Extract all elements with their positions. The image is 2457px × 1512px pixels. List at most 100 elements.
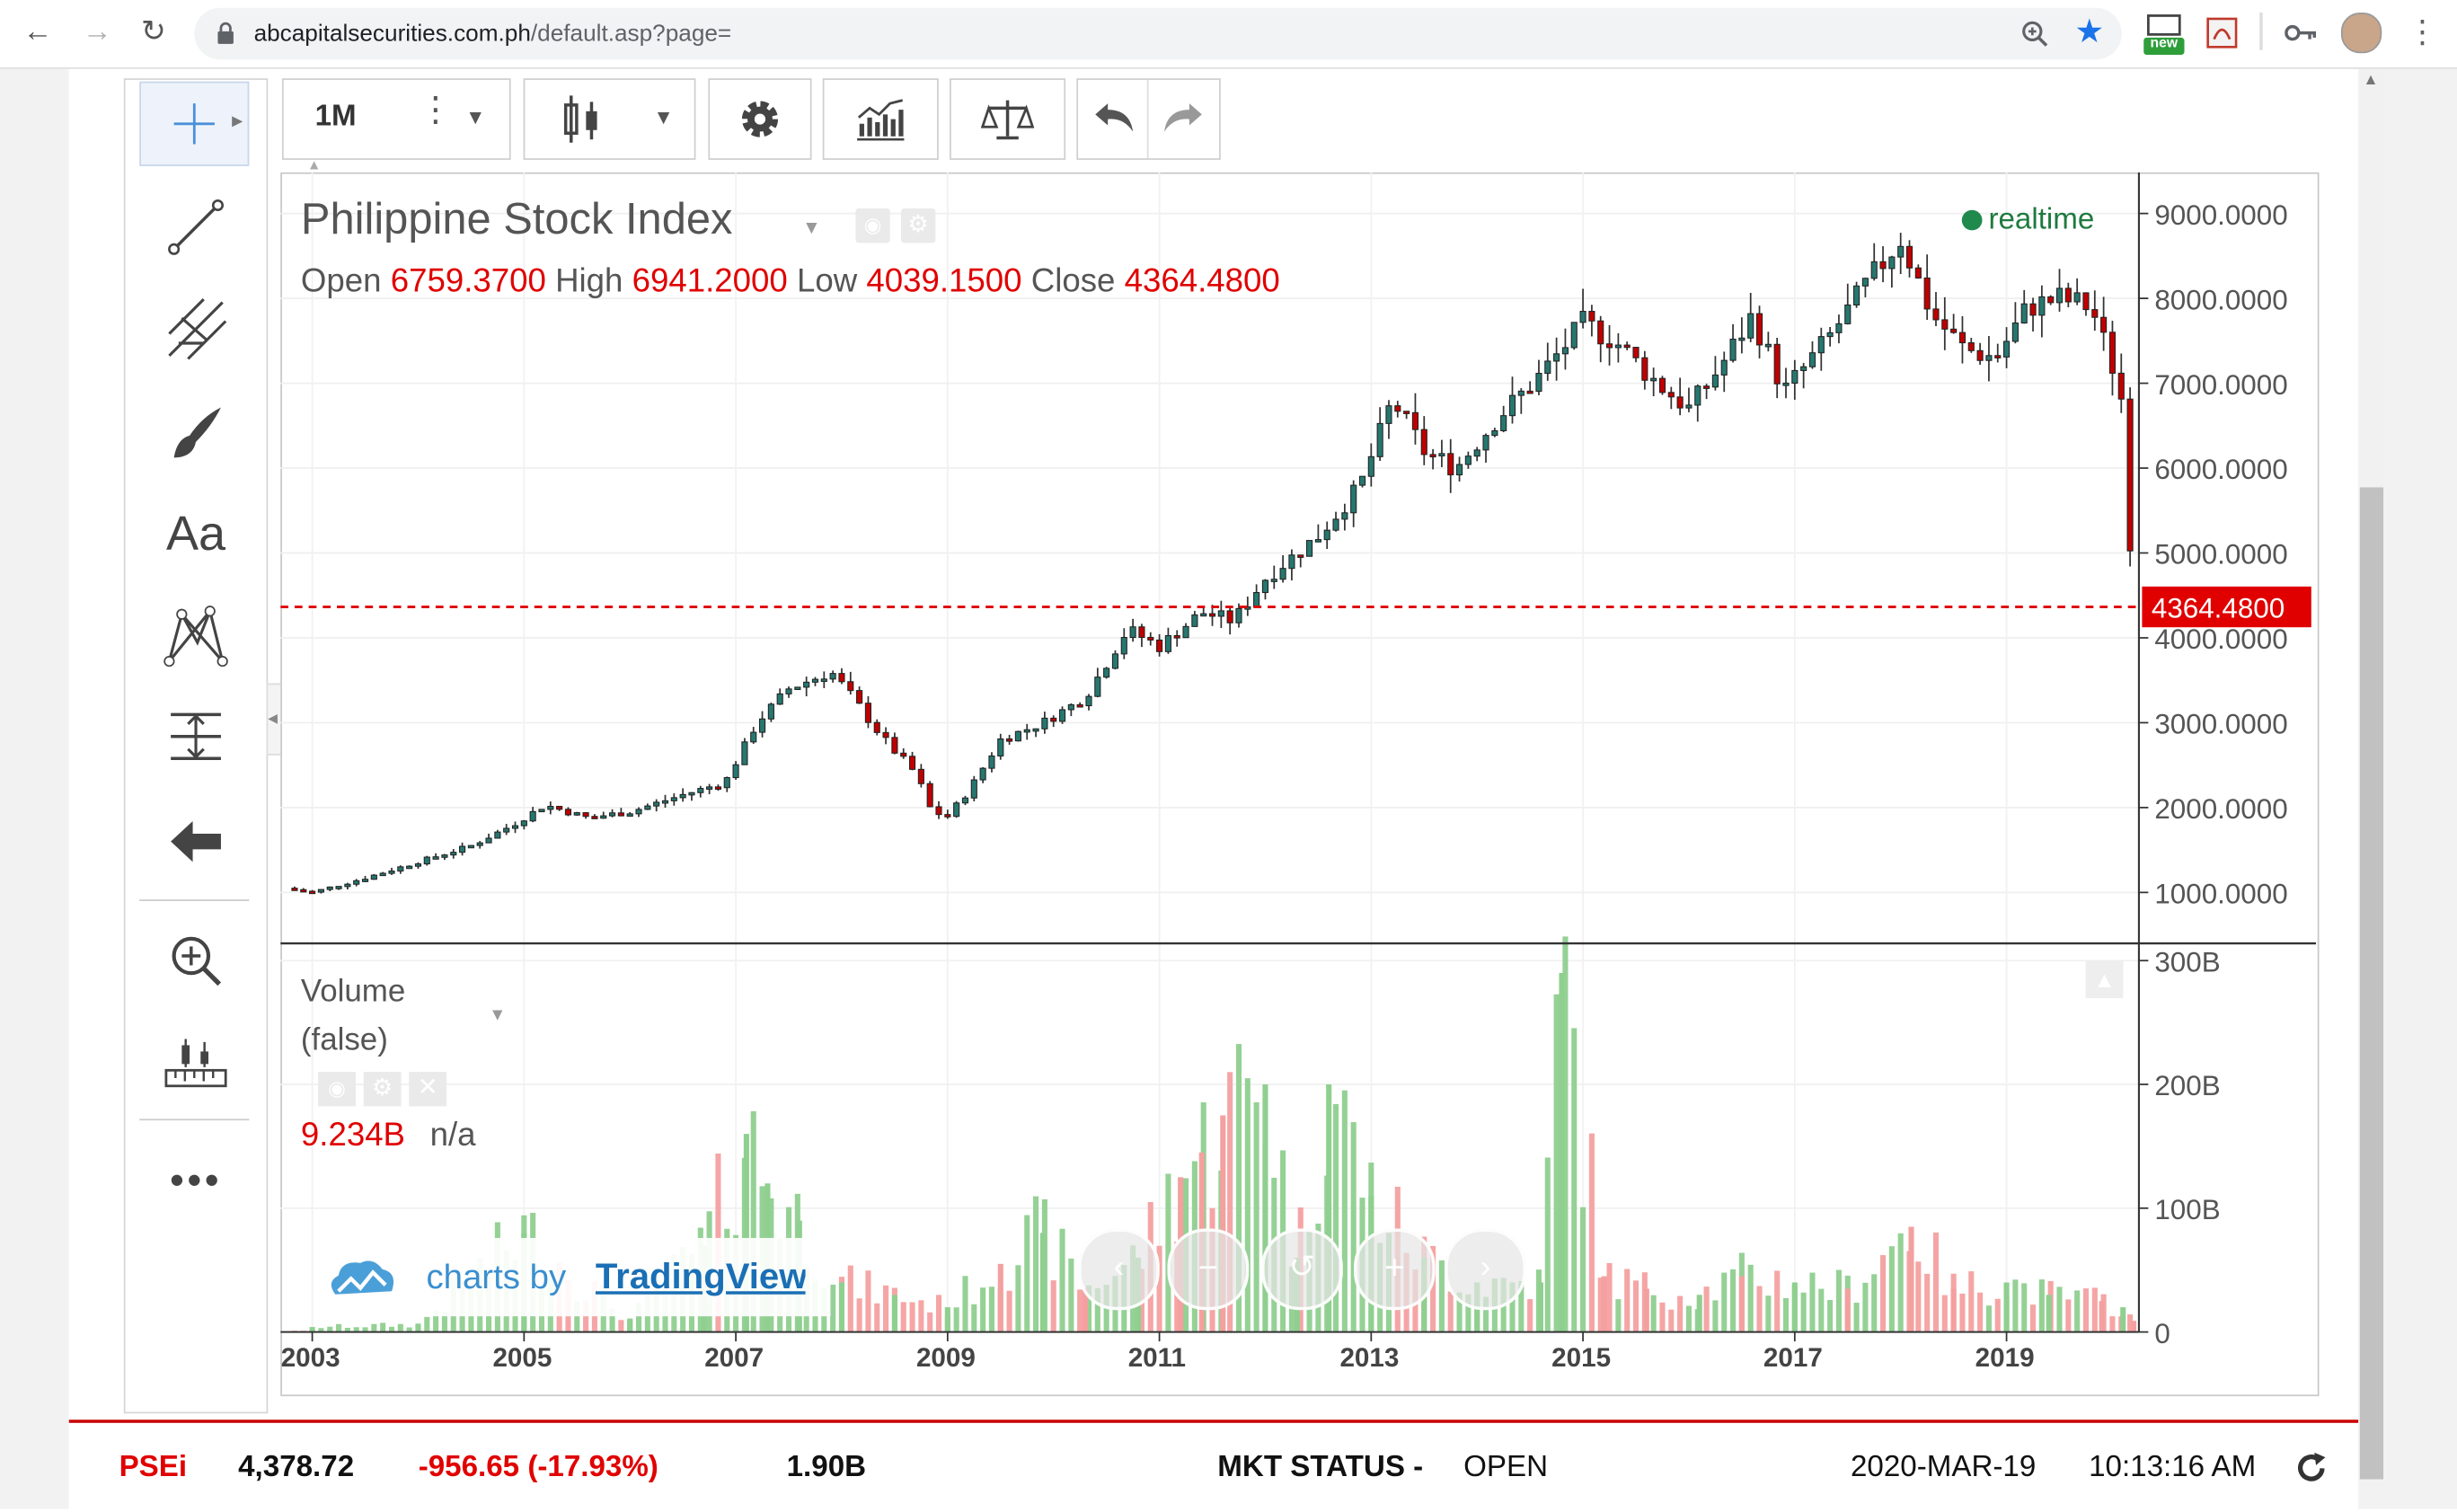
scroll-right-button[interactable]: › — [1445, 1228, 1526, 1311]
zoom-in-button[interactable]: + — [1354, 1228, 1436, 1311]
volume-bar — [1730, 1269, 1737, 1332]
volume-bar — [750, 1110, 756, 1332]
volume-na: n/a — [429, 1117, 476, 1154]
volume-bar — [1601, 1276, 1607, 1332]
more-tools-icon[interactable]: ••• — [169, 1155, 223, 1203]
refresh-icon[interactable] — [2294, 1451, 2329, 1485]
candle-body — [1182, 625, 1189, 639]
symbol-title[interactable]: Philippine Stock Index — [300, 194, 733, 243]
candle-body — [1297, 554, 1304, 558]
price-chart[interactable]: 9000.0000 8000.0000 7000.0000 6000.0000 5000… — [280, 172, 2318, 1395]
price-tick-label: 2000.0000 — [2154, 793, 2287, 825]
volume-eye-icon[interactable]: ◉ — [318, 1072, 356, 1107]
volume-bar — [1580, 1207, 1586, 1332]
candle-body — [1720, 359, 1728, 376]
key-icon[interactable] — [2285, 22, 2319, 43]
scroll-left-button[interactable]: ‹ — [1078, 1228, 1160, 1311]
trend-line-tool[interactable] — [141, 185, 251, 270]
interval-menu-icon[interactable]: ⋮ — [418, 89, 454, 129]
candle-body — [838, 673, 845, 683]
volume-bar — [2082, 1288, 2090, 1332]
tradingview-watermark[interactable]: charts by TradingView — [313, 1237, 831, 1317]
interval-button[interactable]: 1M — [314, 100, 357, 134]
text-tool[interactable]: Aa — [165, 506, 226, 561]
scrollbar-thumb[interactable] — [2359, 487, 2384, 1480]
extension-new-icon[interactable]: new — [2143, 13, 2185, 65]
volume-bar — [944, 1307, 950, 1332]
volume-bar — [2046, 1295, 2052, 1332]
chart-type-dropdown-icon[interactable]: ▼ — [653, 104, 674, 129]
reset-chart-button[interactable]: ↺ — [1261, 1228, 1343, 1311]
compare-button[interactable] — [950, 78, 1066, 160]
open-value: 6759.3700 — [390, 263, 546, 300]
volume-bar — [397, 1323, 403, 1332]
volume-close-icon[interactable]: ✕ — [409, 1072, 447, 1107]
toolbar-toggle-icon[interactable]: ▲ — [306, 156, 322, 172]
candle-body — [1050, 717, 1057, 722]
reload-icon[interactable]: ↻ — [141, 15, 166, 49]
volume-bar — [1696, 1295, 1702, 1332]
price-tick-label: 8000.0000 — [2154, 284, 2287, 315]
candles-icon[interactable] — [560, 93, 604, 146]
candle-body — [1985, 355, 1993, 361]
pitchfork-tool[interactable] — [141, 287, 251, 371]
volume-bar — [1959, 1293, 1966, 1332]
candle-body — [1694, 385, 1701, 406]
avatar[interactable] — [2340, 12, 2382, 54]
candle-ruler-tool[interactable] — [141, 1021, 251, 1106]
realtime-dot-icon — [1961, 210, 1983, 232]
settings-button[interactable] — [708, 78, 812, 160]
interval-dropdown-icon[interactable]: ▼ — [465, 104, 486, 129]
back-arrow-icon[interactable]: ← — [22, 15, 53, 49]
forward-arrow-icon[interactable]: → — [82, 15, 112, 49]
submenu-arrow-icon[interactable]: ▶ — [232, 112, 243, 129]
volume-bar — [1818, 1288, 1825, 1332]
last-price-tag — [2142, 586, 2311, 628]
volume-bar — [1615, 1299, 1622, 1332]
measure-tool[interactable] — [141, 694, 251, 779]
volume-bar — [918, 1300, 924, 1332]
url-text[interactable]: abcapitalsecurities.com.ph/default.asp?p… — [253, 20, 732, 48]
candle-body — [847, 681, 854, 692]
zoom-in-tool[interactable] — [141, 918, 251, 1003]
remove-drawings-tool[interactable] — [141, 800, 251, 884]
candle-body — [679, 793, 686, 799]
time-tick-label: 2005 — [492, 1343, 552, 1373]
volume-bar — [1015, 1265, 1021, 1332]
gear-icon[interactable]: ⚙ — [900, 208, 936, 243]
crosshair-tool[interactable] — [139, 81, 250, 166]
watermark-brand[interactable]: TradingView — [595, 1255, 806, 1296]
candle-body — [1870, 261, 1878, 279]
candle-body — [1500, 415, 1507, 431]
menu-kebab-icon[interactable]: ⋮ — [2407, 15, 2439, 50]
volume-title[interactable]: Volume — [300, 974, 406, 1010]
candle-body — [1597, 320, 1604, 345]
candle-body — [1447, 453, 1454, 476]
candle-body — [520, 820, 527, 827]
zoom-out-button[interactable]: − — [1167, 1228, 1250, 1311]
undo-icon[interactable] — [1092, 101, 1136, 135]
volume-tick-label: 0 — [2154, 1318, 2170, 1349]
redo-icon[interactable] — [1161, 101, 1205, 135]
volume-bar — [1033, 1196, 1039, 1332]
address-bar[interactable]: abcapitalsecurities.com.ph/default.asp?p… — [194, 7, 2122, 60]
maximize-pane-icon[interactable]: ▲ — [2085, 960, 2124, 999]
eye-icon[interactable]: ◉ — [855, 208, 890, 243]
volume-gear-icon[interactable]: ⚙ — [363, 1072, 402, 1107]
volume-bar — [2120, 1307, 2126, 1332]
indicators-button[interactable] — [822, 78, 939, 160]
symbol-dropdown-icon[interactable]: ▼ — [802, 216, 821, 239]
pdf-extension-icon[interactable] — [2206, 17, 2238, 49]
bookmark-star-icon[interactable]: ★ — [2074, 13, 2105, 50]
volume-dropdown-icon[interactable]: ▼ — [489, 1005, 507, 1025]
pattern-tool[interactable] — [141, 592, 251, 676]
volume-bar — [1571, 1028, 1578, 1332]
volume-bar — [433, 1310, 439, 1332]
zoom-icon[interactable] — [2021, 21, 2049, 49]
candle-body — [1032, 728, 1039, 732]
scroll-up-icon[interactable]: ▲ — [2363, 72, 2379, 90]
brush-tool[interactable] — [141, 390, 251, 474]
volume-bar — [1888, 1246, 1895, 1332]
index-name[interactable]: PSEi — [119, 1451, 188, 1484]
candle-body — [2055, 287, 2064, 304]
